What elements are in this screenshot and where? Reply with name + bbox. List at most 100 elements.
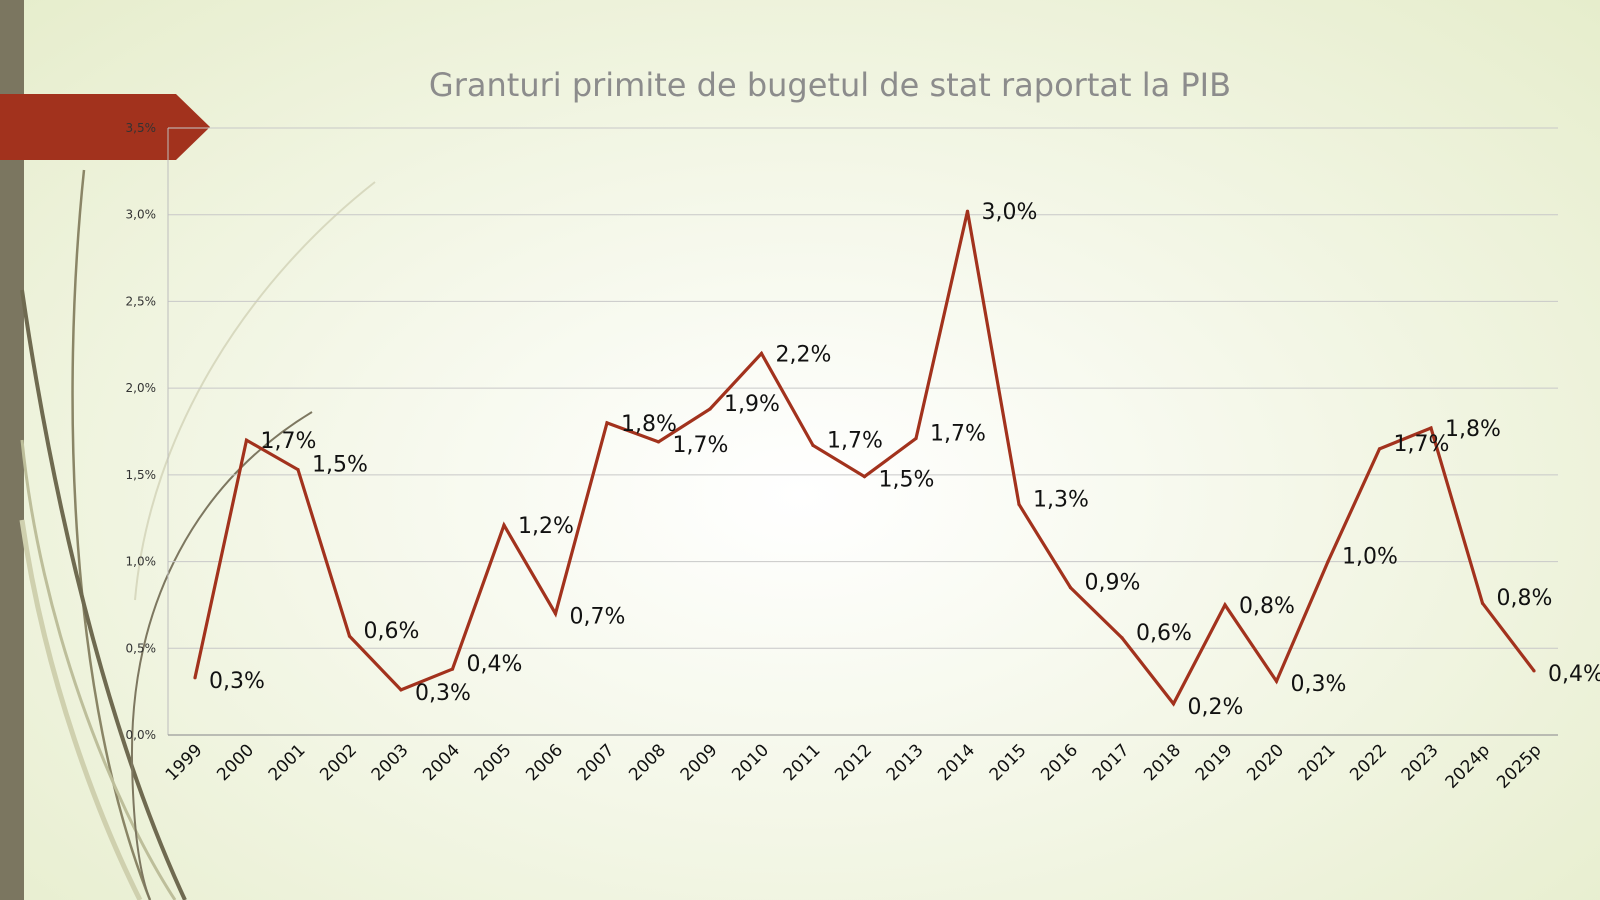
x-tick-label: 2023 [1398, 740, 1443, 785]
x-tick-label: 2020 [1243, 740, 1288, 785]
x-tick-label: 2014 [934, 740, 979, 785]
x-tick-label: 2011 [780, 740, 825, 785]
data-label: 3,0% [982, 200, 1038, 225]
data-label: 1,7% [1394, 432, 1450, 457]
x-tick-label: 2018 [1140, 740, 1185, 785]
x-tick-label: 2009 [677, 740, 722, 785]
data-point [1532, 669, 1536, 673]
x-tick-label: 2008 [625, 740, 670, 785]
y-tick-label: 1,0% [126, 555, 157, 569]
data-point [605, 421, 609, 425]
data-point [1068, 585, 1073, 590]
y-tick-label: 1,5% [126, 468, 157, 482]
data-point [399, 688, 403, 692]
y-tick-label: 3,5% [126, 121, 157, 135]
data-point [347, 634, 352, 638]
data-label: 1,0% [1342, 545, 1398, 570]
data-label: 0,3% [415, 681, 471, 706]
data-label: 1,3% [1033, 487, 1089, 512]
data-point [1429, 426, 1433, 430]
data-label: 1,8% [1445, 417, 1501, 442]
data-point [193, 676, 197, 680]
x-tick-label: 2024p [1442, 740, 1494, 792]
data-label: 2,2% [776, 342, 832, 367]
data-label: 0,8% [1497, 586, 1553, 611]
y-tick-label: 3,0% [126, 208, 157, 222]
data-label: 1,9% [724, 392, 780, 417]
data-label: 0,7% [570, 605, 626, 630]
x-tick-label: 2000 [213, 740, 258, 785]
data-point [1326, 559, 1330, 564]
y-tick-label: 0,0% [126, 728, 157, 742]
x-tick-label: 2006 [522, 740, 567, 785]
x-tick-label: 2017 [1089, 740, 1134, 785]
decorative-curve [71, 169, 152, 900]
data-point [914, 436, 918, 441]
data-point [502, 523, 506, 527]
data-point [759, 351, 764, 356]
x-tick-label: 2012 [831, 740, 876, 785]
data-label: 1,7% [261, 429, 317, 454]
data-label: 0,2% [1188, 695, 1244, 720]
x-tick-label: 2003 [368, 740, 413, 785]
data-point [1274, 679, 1279, 683]
data-label: 1,7% [930, 421, 986, 446]
data-label: 0,6% [364, 619, 420, 644]
x-tick-label: 2015 [986, 740, 1031, 785]
data-point [450, 667, 455, 671]
data-label: 1,5% [879, 468, 935, 493]
data-label: 0,8% [1239, 594, 1295, 619]
data-point [244, 438, 249, 442]
data-point [1171, 702, 1176, 706]
data-point [1223, 603, 1227, 607]
chart-title: Granturi primite de bugetul de stat rapo… [428, 66, 1232, 104]
x-tick-label: 2010 [728, 740, 773, 785]
y-tick-label: 2,5% [126, 294, 157, 308]
data-label: 1,7% [827, 428, 883, 453]
decorative-curve [20, 289, 187, 900]
x-tick-label: 2019 [1192, 740, 1237, 785]
x-tick-label: 2007 [574, 740, 619, 785]
data-label: 1,5% [312, 453, 368, 478]
x-tick-label: 2021 [1295, 740, 1340, 785]
data-point [1017, 502, 1021, 506]
data-point [811, 443, 815, 447]
data-label: 1,8% [621, 412, 677, 437]
data-label: 0,3% [1291, 672, 1347, 697]
x-tick-label: 1999 [162, 740, 207, 785]
decorative-curve [134, 181, 376, 601]
data-label: 0,6% [1136, 621, 1192, 646]
data-point [1120, 636, 1124, 640]
data-label: 0,9% [1085, 571, 1141, 596]
data-point [965, 209, 970, 213]
red-arrow-banner [0, 94, 210, 160]
x-tick-label: 2016 [1037, 740, 1082, 785]
data-point [862, 474, 867, 479]
x-tick-label: 2022 [1346, 740, 1391, 785]
x-tick-label: 2001 [265, 740, 310, 785]
data-label: 1,2% [518, 514, 574, 539]
data-point [708, 407, 712, 411]
data-point [656, 440, 661, 444]
data-label: 0,4% [467, 652, 523, 677]
data-point [1480, 601, 1485, 605]
data-point [553, 612, 558, 616]
y-tick-label: 2,0% [126, 381, 157, 395]
x-tick-label: 2013 [883, 740, 928, 785]
x-tick-label: 2002 [316, 740, 361, 785]
x-tick-label: 2025p [1493, 740, 1545, 792]
data-label: 0,4% [1548, 662, 1600, 687]
x-tick-label: 2004 [419, 740, 464, 785]
decorative-curve [20, 439, 177, 900]
decorative-curve [19, 519, 143, 900]
decorative-curve [130, 411, 313, 900]
data-point [296, 468, 300, 472]
y-tick-label: 0,5% [126, 641, 157, 655]
x-tick-label: 2005 [471, 740, 516, 785]
data-label: 1,7% [673, 433, 729, 458]
data-point [1377, 447, 1382, 451]
